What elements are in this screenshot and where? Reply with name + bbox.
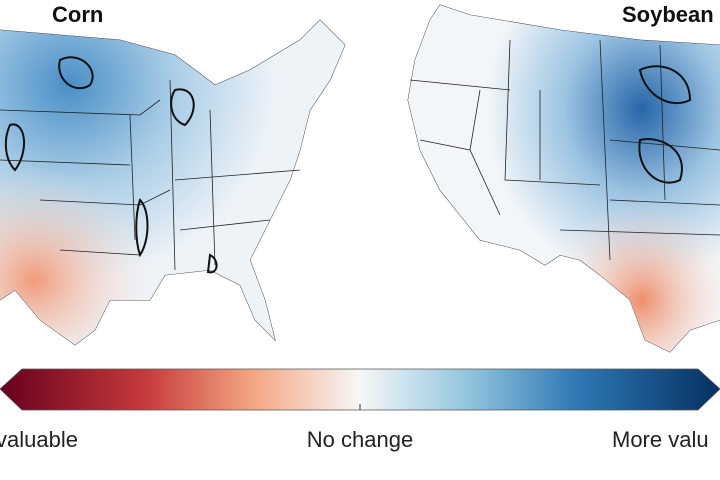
panel-title: Soybean: [622, 2, 714, 27]
soybean-map: Soybean: [407, 2, 720, 353]
corn-map: Corn: [0, 2, 346, 346]
colorbar-label: valuable: [0, 427, 78, 452]
colorbar: valuable No change More valu: [0, 368, 720, 452]
colorbar-label: No change: [307, 427, 413, 452]
colorbar-label: More valu: [612, 427, 709, 452]
panel-title: Corn: [52, 2, 103, 27]
